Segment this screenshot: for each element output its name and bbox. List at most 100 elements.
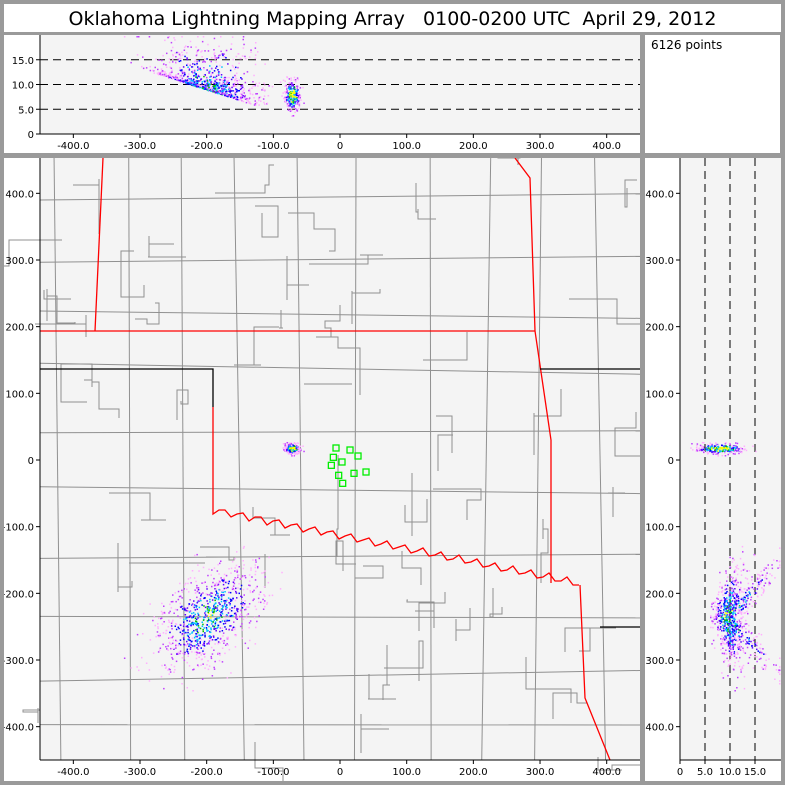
lightning-source-point [292,454,294,457]
lightning-source-point [187,655,189,657]
lightning-source-point [206,628,208,630]
lightning-source-point [217,595,219,598]
lightning-source-point [728,664,730,666]
lightning-source-point [181,36,183,38]
lightning-source-point [211,608,214,610]
lightning-source-point [732,448,735,451]
lightning-source-point [267,581,270,584]
lightning-source-point [198,592,201,594]
lightning-source-point [179,650,182,652]
lightning-source-point [221,611,223,613]
lightning-source-point [235,616,237,619]
lightning-source-point [186,625,189,627]
lightning-source-point [184,651,186,654]
lightning-source-point [185,631,187,634]
lightning-source-point [196,77,198,79]
y-tick-label: 300.0 [5,256,34,267]
lightning-source-point [726,623,729,626]
lightning-source-point [160,74,163,76]
lightning-source-point [210,636,212,638]
lightning-source-point [726,607,728,609]
lightning-source-point [723,445,726,447]
lightning-source-point [291,451,294,453]
lightning-source-point [213,86,215,88]
lightning-source-point [181,676,184,679]
lightning-source-point [230,94,233,96]
lightning-source-point [737,644,739,647]
lightning-source-point [240,87,243,90]
lightning-source-point [721,640,724,642]
lightning-source-point [254,47,257,49]
lightning-source-point [733,571,736,573]
lightning-source-point [746,637,748,639]
lightning-source-point [253,104,256,106]
lightning-source-point [700,447,703,449]
lightning-source-point [220,615,222,617]
lightning-source-point [220,577,222,579]
lightning-source-point [730,606,733,608]
lightning-source-point [736,623,738,626]
lma-station-marker [354,452,362,460]
lightning-source-point [746,610,748,613]
lightning-source-point [211,87,214,89]
lightning-source-point [734,612,736,615]
lightning-source-point [756,644,758,647]
lightning-source-point [281,95,283,97]
lightning-source-point [235,615,237,617]
lightning-source-point [242,604,244,607]
lightning-source-point [161,73,164,76]
lightning-source-point [234,646,237,648]
lightning-source-point [194,645,196,647]
lightning-source-point [744,596,746,599]
lightning-source-point [243,88,245,90]
lightning-source-point [295,98,298,101]
lightning-source-point [181,77,184,80]
lightning-source-point [264,600,266,602]
lightning-source-point [742,597,744,600]
lightning-source-point [224,618,227,621]
lightning-source-point [738,635,740,637]
lightning-source-point [292,444,294,446]
lightning-source-point [169,603,171,606]
lightning-source-point [711,603,713,605]
lightning-source-point [191,603,194,605]
point-count: 6126 points [645,35,780,153]
lightning-source-point [720,648,722,651]
lightning-source-point [168,637,170,639]
lightning-source-point [779,680,781,682]
lightning-source-point [730,576,732,578]
lightning-source-point [191,69,194,72]
lightning-source-point [169,671,172,673]
lightning-source-point [187,83,189,85]
lightning-source-point [165,64,167,66]
lightning-source-point [214,624,217,626]
county-border [148,236,186,258]
lightning-source-point [731,594,734,596]
lightning-source-point [738,636,741,638]
lightning-source-point [292,105,294,107]
lightning-source-point [696,443,699,445]
lightning-source-point [744,577,747,579]
lightning-source-point [266,601,269,604]
lightning-source-point [176,640,178,642]
lightning-source-point [219,90,221,92]
lightning-source-point [742,616,744,618]
lightning-source-point [231,586,234,589]
lightning-source-point [728,603,730,606]
lightning-source-point [223,604,226,606]
lightning-source-point [728,637,731,639]
lightning-source-point [729,654,731,656]
lightning-source-point [206,58,208,60]
lightning-source-point [296,97,298,99]
lightning-source-point [213,619,215,621]
lightning-source-point [215,610,217,612]
county-border [533,389,562,455]
y-tick-label: 5.0 [18,105,34,116]
lightning-source-point [286,451,289,454]
county-border [355,565,384,579]
lightning-source-point [726,619,728,621]
lightning-source-point [717,625,720,627]
lightning-source-point [187,638,189,641]
lightning-source-point [241,96,244,99]
lightning-source-point [726,612,728,615]
